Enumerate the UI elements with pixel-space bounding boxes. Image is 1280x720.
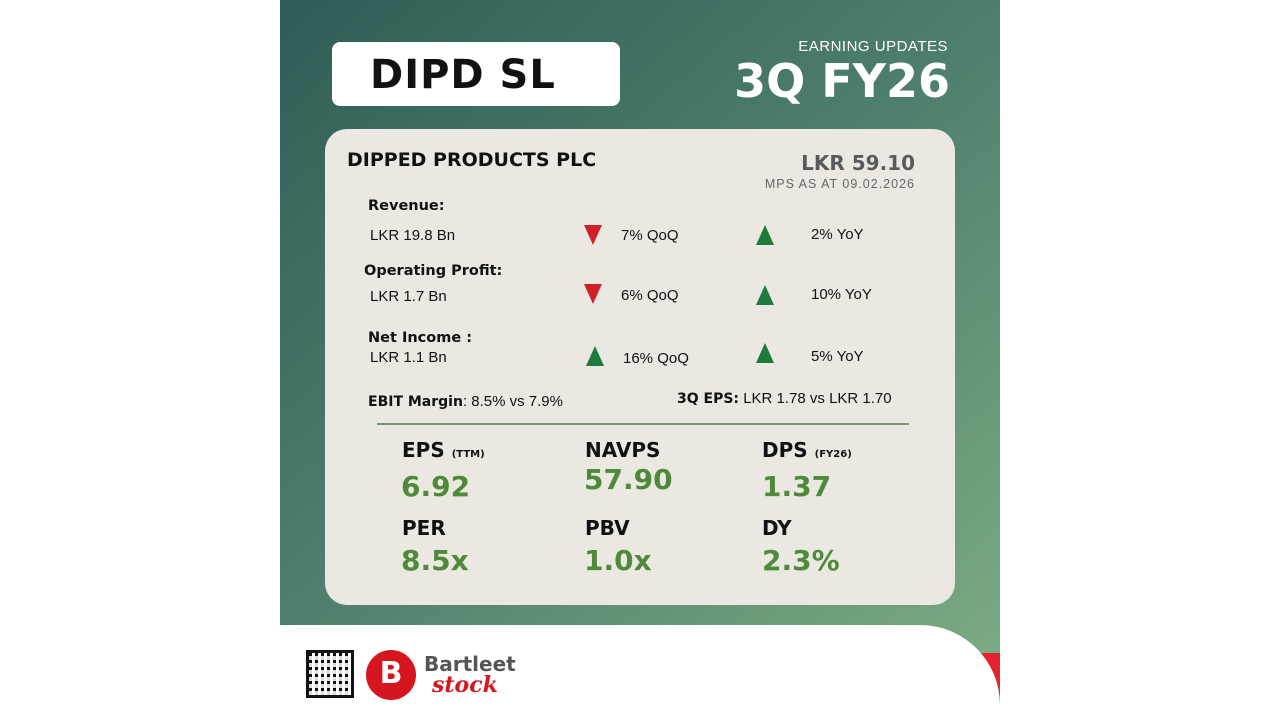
- quarter-eps-label: 3Q EPS:: [677, 391, 740, 407]
- kpi-label-pbv: PBV: [585, 516, 630, 540]
- price-date-note: MPS AS AT 09.02.2026: [764, 177, 915, 191]
- quarter-eps: 3Q EPS: LKR 1.78 vs LKR 1.70: [677, 390, 892, 407]
- kpi-sub-dps: (FY26): [814, 449, 852, 460]
- ticker-box: DIPD SL: [332, 42, 620, 106]
- kpi-label-eps: EPS (TTM): [402, 438, 485, 462]
- kpi-value-navps: 57.90: [584, 463, 673, 496]
- net-income-value: LKR 1.1 Bn: [370, 349, 447, 366]
- results-card: DIPPED PRODUCTS PLC LKR 59.10 MPS AS AT …: [325, 129, 955, 605]
- ticker-symbol: DIPD SL: [370, 52, 556, 98]
- kpi-sub-eps: (TTM): [451, 449, 485, 460]
- website-link[interactable]: www.bartleetreligare.com: [588, 669, 780, 684]
- operating-profit-yoy-up-arrow-icon: [756, 285, 774, 305]
- ebit-margin-label: EBIT Margin: [368, 394, 463, 410]
- net-income-yoy: 5% YoY: [811, 348, 864, 365]
- operating-profit-yoy: 10% YoY: [811, 286, 872, 303]
- divider: [377, 423, 909, 425]
- earning-updates-label: EARNING UPDATES: [798, 38, 948, 55]
- kpi-label-dy: DY: [762, 516, 792, 540]
- ebit-margin-value: : 8.5% vs 7.9%: [462, 393, 563, 410]
- qr-code-icon[interactable]: [306, 650, 354, 698]
- help-desk-label: Help Desk: [868, 660, 935, 675]
- kpi-value-dy: 2.3%: [762, 544, 840, 577]
- kpi-label-per: PER: [402, 516, 446, 540]
- period-label: 3Q FY26: [734, 54, 950, 108]
- kpi-label-dps: DPS (FY26): [762, 438, 852, 462]
- headset-icon: [828, 667, 852, 691]
- quarter-eps-value: LKR 1.78 vs LKR 1.70: [739, 390, 892, 407]
- net-income-label: Net Income :: [368, 330, 473, 346]
- earnings-poster: DIPD SL EARNING UPDATES 3Q FY26 DIPPED P…: [280, 0, 1000, 720]
- revenue-qoq-down-arrow-icon: [584, 225, 602, 245]
- ebit-margin: EBIT Margin: 8.5% vs 7.9%: [368, 393, 563, 410]
- kpi-value-per: 8.5x: [401, 544, 469, 577]
- operating-profit-value: LKR 1.7 Bn: [370, 288, 447, 305]
- brand-name-bottom: stock: [432, 672, 498, 698]
- company-name: DIPPED PRODUCTS PLC: [347, 149, 597, 171]
- bartleet-logo-icon: B: [366, 650, 416, 700]
- share-price: LKR 59.10: [801, 151, 915, 175]
- kpi-value-pbv: 1.0x: [584, 544, 652, 577]
- operating-profit-label: Operating Profit:: [364, 263, 503, 279]
- net-income-qoq: 16% QoQ: [623, 350, 689, 367]
- kpi-value-dps: 1.37: [762, 470, 832, 503]
- help-desk-phone[interactable]: +94 114 221 000: [868, 677, 992, 692]
- revenue-yoy: 2% YoY: [811, 226, 864, 243]
- brand-name-top: Bartleet: [424, 652, 516, 676]
- operating-profit-qoq: 6% QoQ: [621, 287, 679, 304]
- net-income-qoq-up-arrow-icon: [586, 346, 604, 366]
- revenue-label: Revenue:: [368, 198, 445, 214]
- revenue-yoy-up-arrow-icon: [756, 225, 774, 245]
- kpi-value-eps: 6.92: [401, 470, 471, 503]
- operating-profit-qoq-down-arrow-icon: [584, 284, 602, 304]
- revenue-qoq: 7% QoQ: [621, 227, 679, 244]
- revenue-value: LKR 19.8 Bn: [370, 227, 456, 244]
- kpi-label-navps: NAVPS: [585, 438, 661, 462]
- net-income-yoy-up-arrow-icon: [756, 343, 774, 363]
